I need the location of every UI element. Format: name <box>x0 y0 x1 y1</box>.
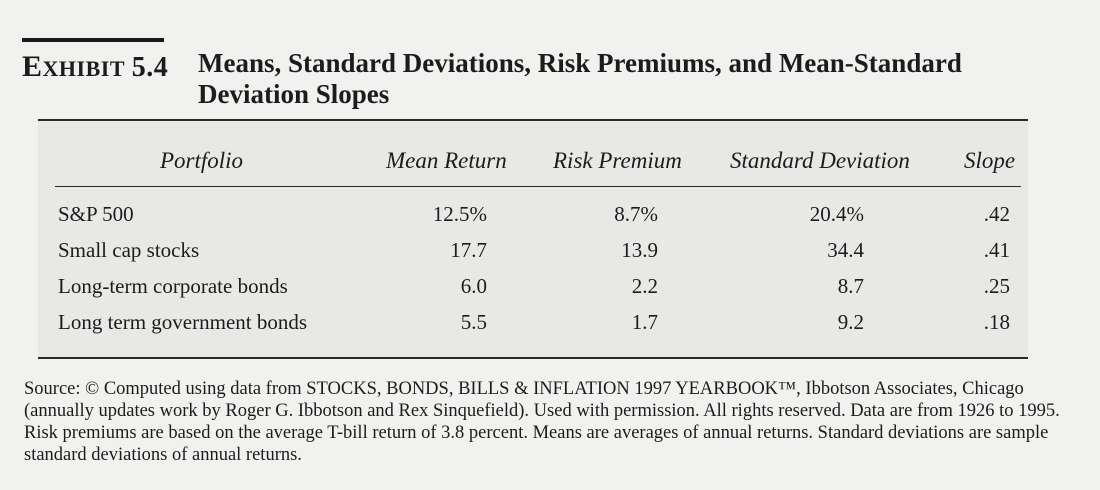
row-std-dev: 34.4 <box>827 238 864 262</box>
row-mean-return: 17.7 <box>450 238 487 262</box>
row-slope: .42 <box>983 202 1010 226</box>
header-mean-return: Mean Return <box>386 148 507 173</box>
row-std-dev: 8.7 <box>837 274 864 298</box>
row-portfolio: Long-term corporate bonds <box>58 274 288 298</box>
row-risk-premium: 1.7 <box>631 310 658 334</box>
row-risk-premium: 2.2 <box>631 274 658 298</box>
row-risk-premium: 8.7% <box>614 202 658 226</box>
row-std-dev: 9.2 <box>837 310 864 334</box>
header-slope: Slope <box>964 148 1016 173</box>
row-std-dev: 20.4% <box>809 202 864 226</box>
header-risk-premium: Risk Premium <box>553 148 682 173</box>
table-top-rule <box>38 119 1028 121</box>
row-mean-return: 12.5% <box>432 202 487 226</box>
row-slope: .41 <box>983 238 1010 262</box>
table-background <box>38 121 1028 357</box>
header-standard-deviation: Standard Deviation <box>730 148 910 173</box>
row-slope: .18 <box>983 310 1010 334</box>
row-portfolio: Long term government bonds <box>58 310 308 334</box>
source-note: Source: © Computed using data from STOCK… <box>24 379 1060 465</box>
exhibit-title: Means, Standard Deviations, Risk Premium… <box>198 48 962 109</box>
exhibit-label: EXHIBIT 5.4 <box>22 50 169 83</box>
row-slope: .25 <box>983 274 1010 298</box>
exhibit-top-rule <box>22 38 164 42</box>
row-mean-return: 5.5 <box>460 310 487 334</box>
header-rule <box>55 186 1021 187</box>
row-portfolio: Small cap stocks <box>58 238 200 262</box>
table-bottom-rule <box>38 357 1028 359</box>
header-portfolio: Portfolio <box>160 148 244 173</box>
row-risk-premium: 13.9 <box>621 238 658 262</box>
row-mean-return: 6.0 <box>460 274 487 298</box>
row-portfolio: S&P 500 <box>58 202 134 226</box>
